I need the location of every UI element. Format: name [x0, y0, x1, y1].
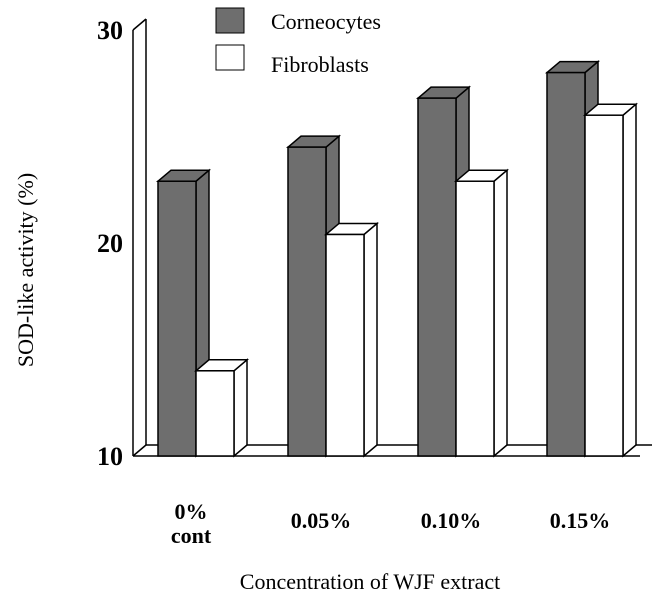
- legend-label-fibroblasts: Fibroblasts: [271, 52, 369, 77]
- bar-front-face: [325, 233, 365, 457]
- y-axis-depth-line: [132, 18, 147, 31]
- y-tick-label: 30: [97, 16, 123, 45]
- bar-corneocytes-1: [285, 134, 342, 458]
- floor-corner-line: [132, 444, 147, 457]
- bar-fibroblasts-1: [323, 221, 380, 458]
- x-tick-label: 0.05%: [291, 508, 352, 533]
- y-axis-label: SOD-like activity (%): [13, 173, 38, 367]
- legend-swatch-fibroblasts: [215, 44, 245, 71]
- bar-side-face: [363, 221, 378, 458]
- bar-side-face: [493, 168, 508, 458]
- bar-front-face: [584, 114, 624, 457]
- bar-front-face: [546, 71, 586, 457]
- y-tick-labels: 10 20 30: [97, 16, 123, 471]
- bar-fibroblasts-3: [582, 102, 639, 458]
- x-tick-label: 0.15%: [550, 508, 611, 533]
- x-axis-label: Concentration of WJF extract: [240, 569, 500, 594]
- x-tick-label: 0.10%: [421, 508, 482, 533]
- x-tick-label: 0%: [175, 499, 208, 524]
- legend: Corneocytes Fibroblasts: [215, 7, 381, 77]
- y-tick-label: 10: [97, 442, 123, 471]
- bar-side-face: [622, 102, 637, 458]
- bar-corneocytes-0: [155, 168, 212, 458]
- x-tick-label: cont: [171, 523, 212, 548]
- legend-label-corneocytes: Corneocytes: [271, 9, 381, 34]
- bar-front-face: [195, 370, 235, 457]
- bar-fibroblasts-2: [453, 168, 510, 458]
- bars-group: [155, 59, 639, 458]
- x-tick-labels: 0%cont 0.05% 0.10% 0.15%: [171, 499, 610, 548]
- bar-side-face: [233, 358, 248, 458]
- bar-front-face: [455, 180, 495, 457]
- y-tick-label: 20: [97, 229, 123, 258]
- bar-front-face: [287, 146, 327, 457]
- bar-fibroblasts-0: [193, 358, 250, 458]
- bar-front-face: [157, 180, 197, 457]
- legend-swatch-corneocytes: [215, 7, 245, 34]
- bar-front-face: [417, 97, 457, 457]
